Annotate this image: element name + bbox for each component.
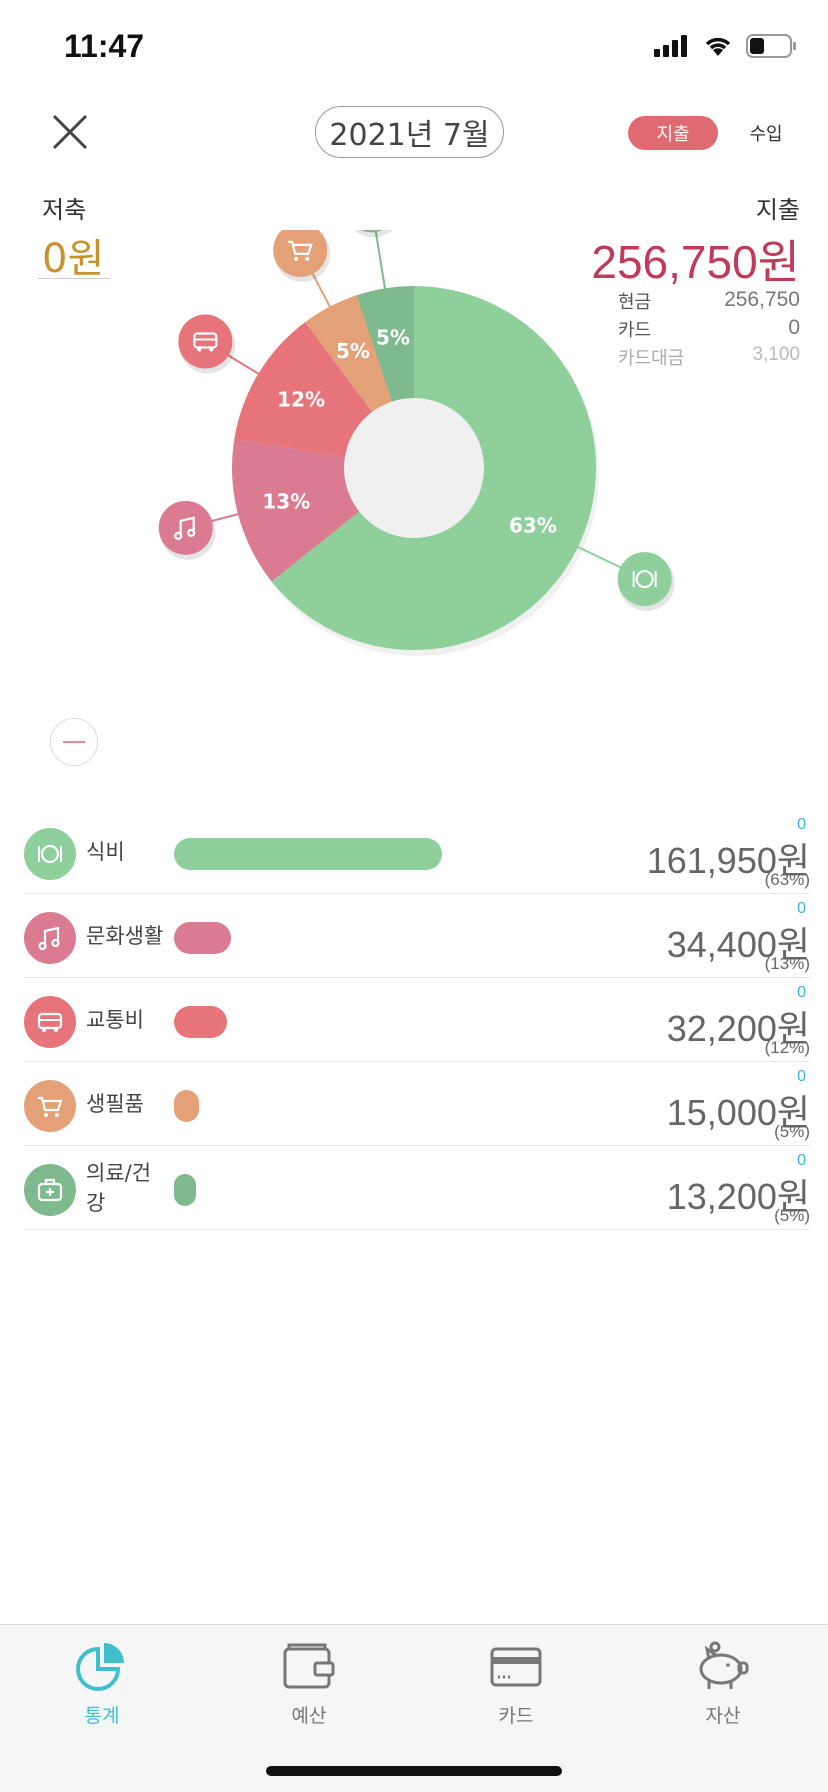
category-bar	[174, 922, 231, 954]
list-item[interactable]: 식비 0 161,950원 (63%)	[24, 810, 810, 894]
category-amount: 161,950원	[646, 840, 810, 881]
bus-icon	[24, 996, 76, 1048]
signal-icon	[654, 35, 687, 57]
donut-slice[interactable]	[271, 286, 596, 650]
home-indicator	[266, 1766, 562, 1776]
music-icon	[174, 516, 196, 540]
bus-icon	[193, 332, 218, 352]
close-button[interactable]	[46, 108, 94, 156]
category-budget: 0	[797, 900, 806, 917]
breakdown-card: 카드 0	[618, 316, 800, 344]
savings-underline	[38, 278, 110, 279]
category-amount: 15,000원	[666, 1092, 810, 1133]
category-name: 의료/건강	[86, 1161, 152, 1215]
slice-bubble[interactable]	[158, 500, 213, 555]
tab-label: 예산	[291, 1705, 327, 1727]
wallet-icon	[283, 1643, 335, 1689]
slice-percent-label: 13%	[262, 489, 310, 513]
donut-slice[interactable]	[232, 438, 360, 582]
breakdown-value: 256,750	[724, 288, 800, 311]
category-amount: 32,200원	[666, 1008, 810, 1049]
category-percent: (63%)	[764, 870, 810, 889]
category-list: 식비 0 161,950원 (63%) 문화생활 0 34,400원 (13%)…	[24, 810, 810, 1230]
status-bar: 11:47	[0, 0, 828, 100]
piggy-bank-icon	[699, 1641, 749, 1689]
expense-label: 지출	[755, 196, 800, 224]
battery-icon	[746, 34, 796, 58]
category-bar	[174, 838, 442, 870]
list-item[interactable]: 교통비 0 32,200원 (12%)	[24, 978, 810, 1062]
category-budget: 0	[797, 1068, 806, 1085]
status-icons	[654, 34, 798, 58]
dish-icon	[24, 828, 76, 880]
list-item[interactable]: 생필품 0 15,000원 (5%)	[24, 1062, 810, 1146]
category-bar	[174, 1174, 196, 1206]
breakdown-label: 카드	[618, 320, 652, 341]
donut-slice[interactable]	[234, 322, 373, 457]
tab-label: 통계	[84, 1705, 120, 1727]
pie-chart-icon	[76, 1643, 124, 1691]
list-item[interactable]: 의료/건강 0 13,200원 (5%)	[24, 1146, 810, 1230]
breakdown-value: 3,100	[752, 344, 800, 365]
breakdown-value: 0	[788, 316, 800, 339]
category-name: 생필품	[86, 1092, 144, 1116]
music-icon	[24, 912, 76, 964]
slice-leader-line	[374, 230, 387, 293]
breakdown-label: 카드대금	[618, 348, 685, 369]
category-name: 교통비	[86, 1008, 144, 1032]
slice-bubble[interactable]	[617, 552, 672, 607]
breakdown-card-payment: 카드대금 3,100	[618, 344, 800, 372]
status-time: 11:47	[64, 28, 145, 64]
bubble-shadow	[354, 230, 393, 238]
toggle-expense[interactable]: 지출	[628, 116, 718, 150]
category-amount: 34,400원	[666, 924, 810, 965]
category-percent: (12%)	[764, 1038, 810, 1057]
donut-chart: 63% 13% 12% 5%5%	[158, 230, 675, 656]
category-bar	[174, 1090, 199, 1122]
slice-percent-label: 5%	[336, 339, 370, 363]
list-item[interactable]: 문화생활 0 34,400원 (13%)	[24, 894, 810, 978]
donut-slice[interactable]	[356, 286, 414, 402]
dish-icon	[632, 569, 657, 589]
category-name: 문화생활	[86, 924, 164, 948]
tab-card[interactable]: 카드	[456, 1641, 576, 1737]
slice-percent-label: 5%	[376, 326, 410, 350]
slice-percent-label: 63%	[509, 513, 557, 537]
tab-bar: 통계 예산 카드 자산	[0, 1624, 828, 1792]
category-bar	[174, 1006, 227, 1038]
tab-budget[interactable]: 예산	[249, 1641, 369, 1737]
category-budget: 0	[797, 984, 806, 1001]
collapse-button[interactable]	[50, 718, 98, 766]
savings-value: 0원	[42, 236, 105, 282]
category-percent: (5%)	[774, 1206, 810, 1225]
category-amount: 13,200원	[666, 1176, 810, 1217]
slice-percent-label: 12%	[277, 388, 325, 412]
category-name: 식비	[86, 840, 125, 864]
month-selector[interactable]: 2021년 7월	[315, 106, 504, 158]
medkit-icon	[24, 1164, 76, 1216]
category-budget: 0	[797, 1152, 806, 1169]
toggle-income[interactable]: 수입	[749, 124, 783, 145]
slice-bubble[interactable]	[178, 314, 233, 369]
breakdown-label: 현금	[618, 292, 652, 313]
credit-card-icon	[490, 1647, 542, 1687]
category-percent: (13%)	[764, 954, 810, 973]
tab-label: 카드	[498, 1705, 534, 1727]
wifi-icon	[705, 37, 731, 56]
expense-breakdown: 현금 256,750 카드 0 카드대금 3,100	[618, 288, 800, 372]
tab-stats[interactable]: 통계	[42, 1641, 162, 1737]
donut-slice[interactable]	[305, 295, 392, 412]
category-budget: 0	[797, 816, 806, 833]
tab-label: 자산	[705, 1705, 741, 1727]
savings-label: 저축	[42, 196, 87, 224]
breakdown-cash: 현금 256,750	[618, 288, 800, 316]
slice-bubble[interactable]	[345, 230, 399, 233]
expense-total: 256,750원	[591, 236, 800, 288]
tab-assets[interactable]: 자산	[663, 1641, 783, 1737]
cart-icon	[288, 240, 313, 261]
cart-icon	[24, 1080, 76, 1132]
category-percent: (5%)	[774, 1122, 810, 1141]
